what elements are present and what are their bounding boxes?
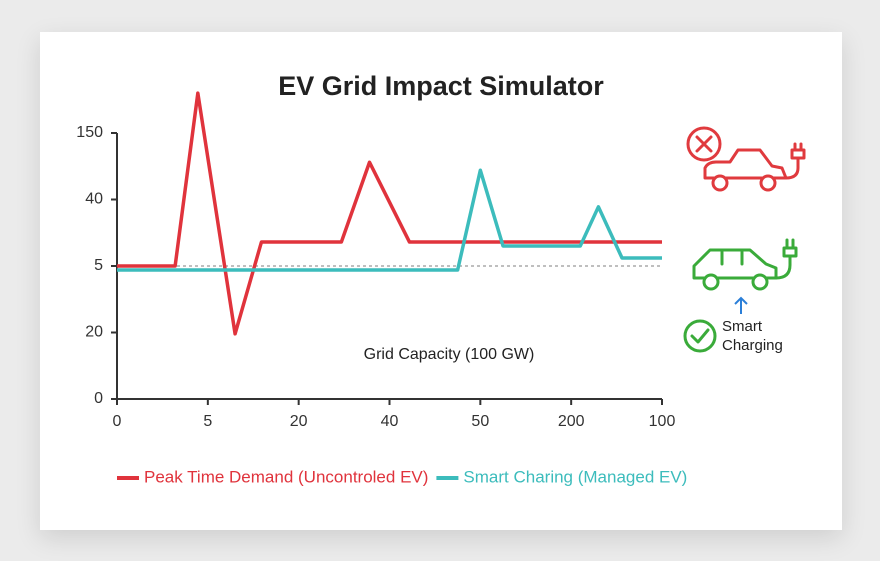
x-tick-label: 40 [381, 413, 399, 430]
x-tick-label: 0 [113, 413, 122, 430]
capacity-label: Grid Capacity (100 GW) [364, 346, 535, 363]
x-tick-label: 5 [203, 413, 212, 430]
uncontrolled-icon [686, 126, 806, 192]
series-line [117, 168, 662, 272]
y-tick-label: 20 [85, 324, 103, 341]
x-tick-label: 100 [649, 413, 676, 430]
y-tick-label: 0 [94, 390, 103, 407]
legend-label: Peak Time Demand (Uncontroled EV) [144, 467, 428, 486]
y-tick-label: 5 [94, 257, 103, 274]
x-tick-label: 50 [471, 413, 489, 430]
arrow [734, 296, 748, 314]
side-label: Charging [722, 337, 783, 354]
x-tick-label: 20 [290, 413, 308, 430]
smart-icon [683, 238, 798, 353]
y-tick-label: 150 [76, 124, 103, 141]
legend-label: Smart Charing (Managed EV) [463, 467, 687, 486]
y-tick-label: 40 [85, 191, 103, 208]
chart-title: EV Grid Impact Simulator [278, 71, 604, 101]
legend: Peak Time Demand (Uncontroled EV) Smart C… [117, 467, 687, 486]
series-line [117, 91, 662, 336]
x-tick-label: 200 [558, 413, 585, 430]
side-label: Smart [722, 318, 763, 335]
